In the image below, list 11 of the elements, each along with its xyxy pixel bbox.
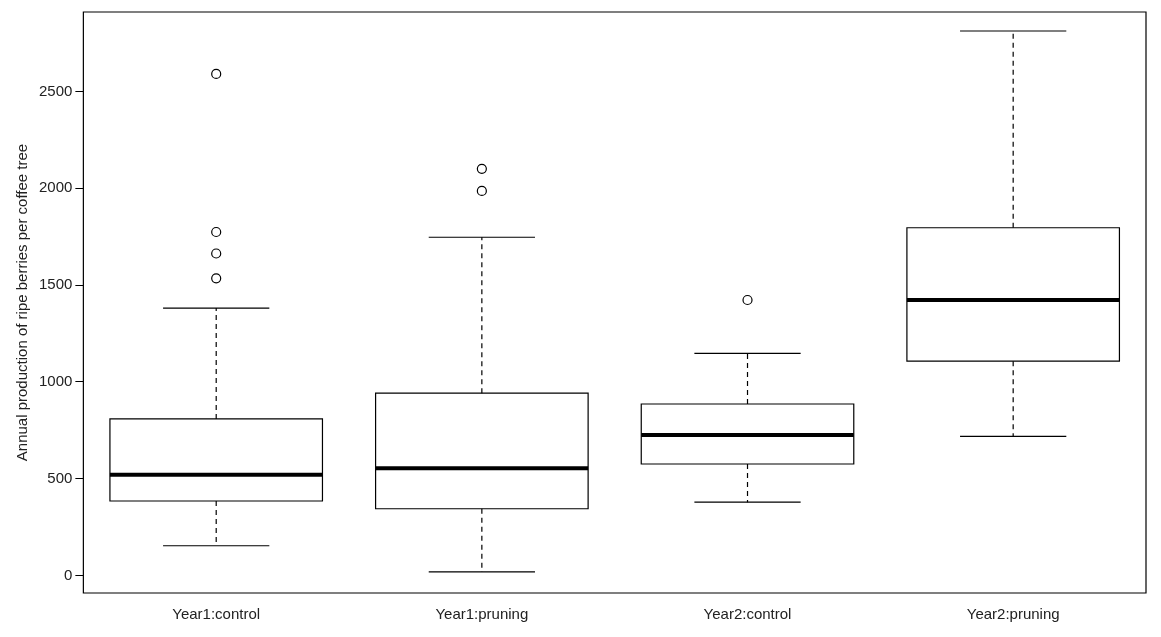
y-axis-title: Annual production of ripe berries per coffee tree xyxy=(13,143,31,462)
y-tick-label: 2500 xyxy=(38,81,73,99)
y-tick-label: 1000 xyxy=(38,372,73,390)
x-tick-label: Year1:control xyxy=(172,605,261,623)
x-tick-label: Year1:pruning xyxy=(435,605,529,623)
y-tick-label: 500 xyxy=(47,468,73,486)
x-tick-label: Year2:control xyxy=(703,605,792,623)
y-tick-label: 2000 xyxy=(38,178,73,196)
y-tick-label: 1500 xyxy=(38,275,73,293)
y-tick-label: 0 xyxy=(64,565,73,583)
x-tick-label: Year2:pruning xyxy=(966,605,1060,623)
